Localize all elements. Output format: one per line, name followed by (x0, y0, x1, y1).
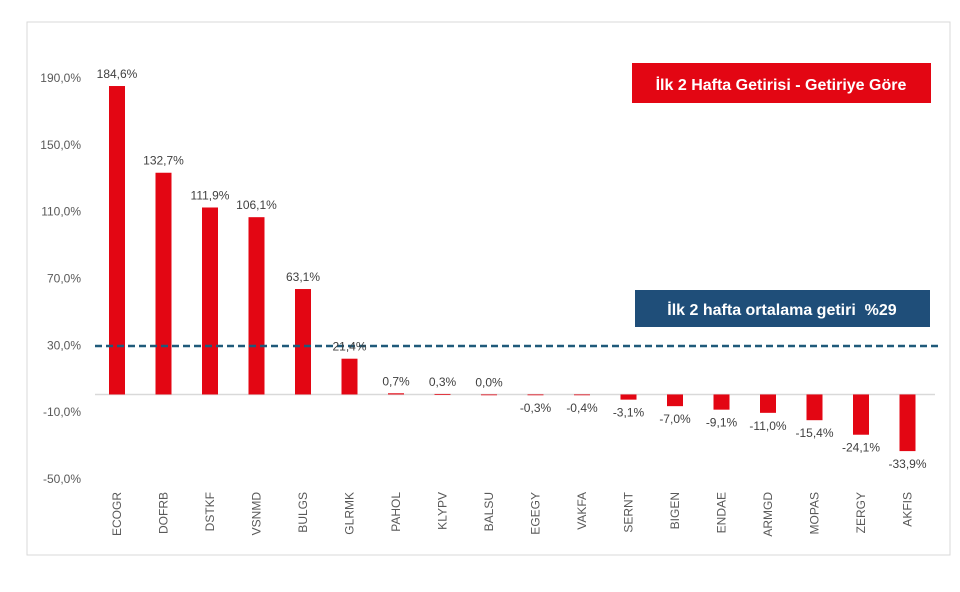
bar-zergy (853, 394, 869, 435)
bar-endae (713, 394, 730, 410)
y-tick-label: 30,0% (47, 338, 81, 352)
x-tick-label: DSTKF (203, 492, 217, 531)
bar-armgd (760, 394, 776, 413)
x-tick-label: VAKFA (575, 492, 589, 530)
bar-mopas (806, 394, 823, 421)
x-tick-label: ECOGR (110, 492, 124, 536)
x-tick-label: BALSU (482, 492, 496, 531)
data-label: -0,3% (520, 401, 552, 415)
average-label: İlk 2 hafta ortalama getiri %29 (667, 301, 897, 319)
bar-vsnmd (248, 217, 265, 395)
data-label: 63,1% (286, 270, 320, 284)
data-label: -0,4% (566, 401, 598, 415)
bar-klypv (434, 393, 451, 395)
x-tick-label: MOPAS (808, 492, 822, 534)
bar-dofrb (155, 172, 172, 395)
chart-title: İlk 2 Hafta Getirisi - Getiriye Göre (656, 76, 907, 94)
x-tick-label: DOFRB (157, 492, 171, 534)
data-label: 184,6% (97, 67, 138, 81)
chart-frame (26, 21, 951, 556)
bar-balsu (481, 394, 497, 396)
bar-bulgs (295, 289, 311, 395)
data-label: 21,4% (332, 340, 366, 354)
bar-glrmk (341, 358, 358, 395)
bar-egegy (527, 394, 544, 396)
title-box (632, 63, 931, 103)
bar-akfis (899, 394, 916, 452)
data-label: 0,3% (429, 375, 457, 389)
bar-dstkf (202, 207, 218, 395)
x-tick-label: ENDAE (715, 492, 729, 533)
data-label: -11,0% (749, 419, 786, 433)
data-label: -24,1% (842, 441, 880, 455)
y-tick-label: -50,0% (43, 472, 81, 486)
x-tick-label: BIGEN (668, 492, 682, 529)
bar-pahol (388, 393, 404, 395)
y-tick-label: 190,0% (40, 71, 81, 85)
data-label: 106,1% (236, 198, 277, 212)
data-label: 0,0% (475, 375, 503, 389)
data-label: -15,4% (795, 426, 833, 440)
x-tick-label: BULGS (296, 492, 310, 533)
bar-vakfa (574, 394, 590, 396)
x-tick-label: PAHOL (389, 492, 403, 532)
bar-ecogr (109, 86, 125, 395)
average-box (635, 290, 930, 327)
y-tick-label: 150,0% (40, 138, 81, 152)
data-label: -33,9% (888, 457, 926, 471)
x-tick-label: ARMGD (761, 492, 775, 537)
x-tick-label: ZERGY (854, 492, 868, 533)
data-label: 0,7% (382, 374, 410, 388)
data-label: 111,9% (191, 188, 230, 202)
y-tick-label: 70,0% (47, 272, 81, 286)
x-tick-label: AKFIS (901, 492, 915, 527)
bar-bigen (667, 394, 683, 407)
data-label: -3,1% (613, 406, 645, 420)
x-tick-label: EGEGY (529, 492, 543, 535)
data-label: -9,1% (706, 416, 738, 430)
x-tick-label: VSNMD (250, 492, 264, 536)
x-tick-label: KLYPV (436, 492, 450, 530)
data-label: -7,0% (659, 412, 691, 426)
x-tick-label: SERNT (622, 491, 636, 532)
y-tick-label: -10,0% (43, 405, 81, 419)
y-tick-label: 110,0% (41, 205, 81, 219)
x-tick-label: GLRMK (343, 492, 357, 535)
bar-sernt (620, 394, 637, 400)
data-label: 132,7% (143, 154, 184, 168)
